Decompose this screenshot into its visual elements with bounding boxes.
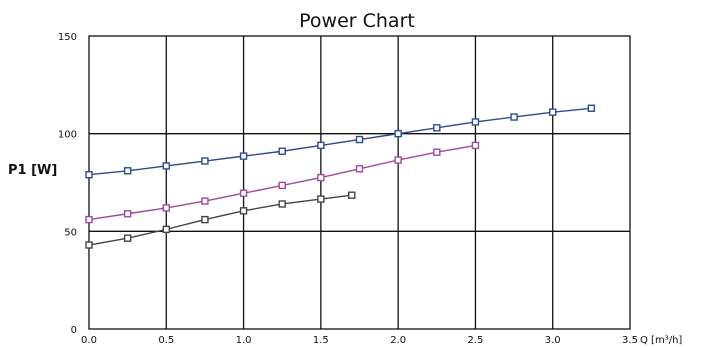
data-point <box>162 204 170 212</box>
data-point <box>239 207 248 215</box>
x-axis-label: Q [m³/h] <box>640 335 682 346</box>
y-tick-label: 0 <box>71 325 77 336</box>
data-point <box>433 148 441 156</box>
data-point <box>201 215 209 224</box>
data-point <box>123 167 132 175</box>
data-point <box>394 129 402 138</box>
y-tick-label: 150 <box>58 32 77 43</box>
grid <box>89 36 630 329</box>
data-point <box>471 141 480 150</box>
data-point <box>123 234 132 242</box>
data-point <box>317 141 325 150</box>
x-tick-label: 2.5 <box>467 335 483 346</box>
data-point <box>355 165 364 173</box>
data-point <box>317 173 325 182</box>
x-tick-label: 1.5 <box>313 335 329 346</box>
data-point <box>278 181 286 190</box>
data-point <box>239 152 248 160</box>
axis-ticks: 0.0 0.5 1.0 1.5 2.0 2.5 3.0 3.5 0 50 100 150 <box>58 32 638 346</box>
series-line <box>88 194 352 246</box>
data-point <box>433 124 441 132</box>
x-tick-label: 3.0 <box>545 335 561 346</box>
x-tick-label: 2.0 <box>390 335 406 346</box>
x-tick-label: 0.5 <box>158 335 174 346</box>
y-tick-label: 50 <box>64 227 77 238</box>
data-point <box>471 118 480 126</box>
data-point <box>355 135 364 144</box>
data-point <box>85 215 93 224</box>
data-point <box>85 170 93 179</box>
series-1 <box>85 104 596 179</box>
data-point <box>549 108 557 116</box>
x-tick-label: 0.0 <box>81 335 97 346</box>
data-point <box>162 225 170 234</box>
series-group <box>85 104 596 249</box>
data-point <box>85 241 93 249</box>
plot-frame <box>88 35 631 330</box>
series-3 <box>85 191 356 249</box>
data-point <box>239 189 248 197</box>
data-point <box>201 157 209 165</box>
chart-title: Power Chart <box>299 10 415 32</box>
data-point <box>278 147 286 155</box>
series-2 <box>85 141 480 224</box>
data-point <box>317 195 325 203</box>
data-point <box>587 104 596 112</box>
y-axis-label: P1 [W] <box>8 163 57 178</box>
data-point <box>348 191 356 199</box>
data-point <box>394 156 402 164</box>
data-point <box>123 210 132 218</box>
data-point <box>510 113 518 121</box>
data-point <box>162 162 170 170</box>
x-tick-label: 3.5 <box>622 335 638 346</box>
data-point <box>201 197 209 205</box>
series-line <box>88 107 592 176</box>
y-tick-label: 100 <box>58 130 77 141</box>
data-point <box>278 200 286 208</box>
x-tick-label: 1.0 <box>236 335 252 346</box>
